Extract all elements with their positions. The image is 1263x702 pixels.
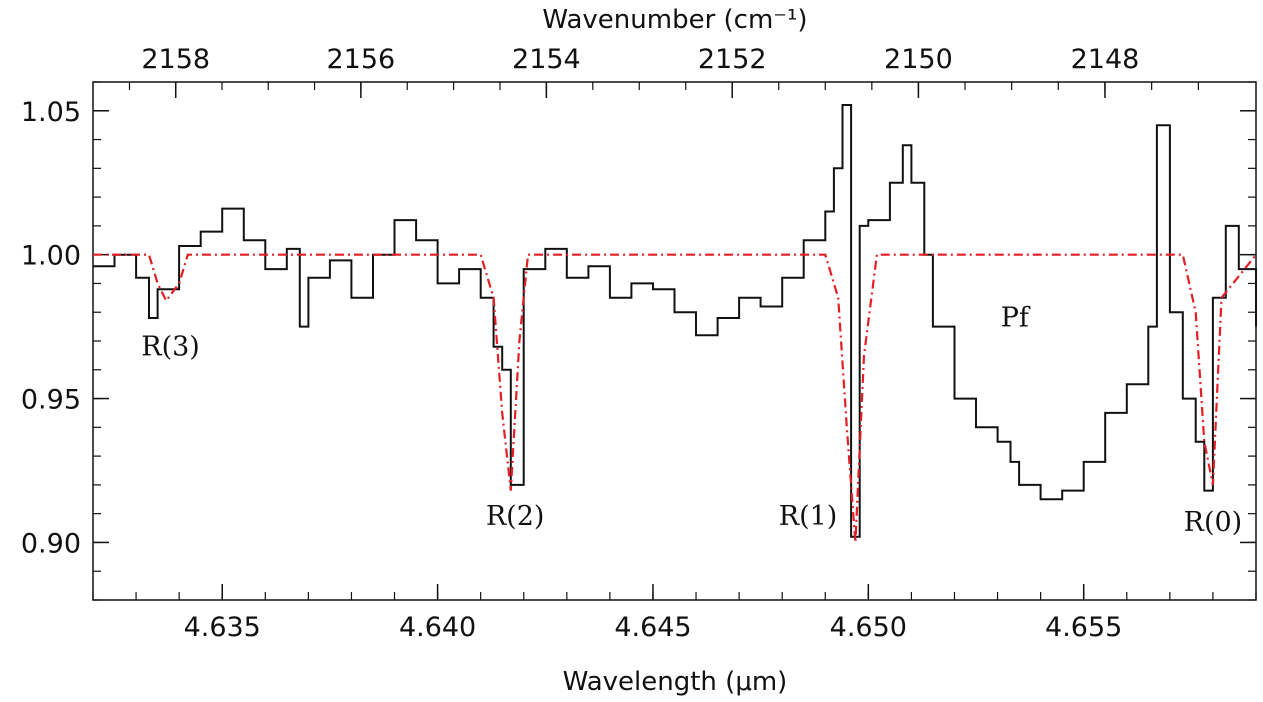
x-tick-label: 4.635 (184, 612, 261, 643)
annotation-group: R(3) R(2) R(1) Pf R(0) (141, 303, 1242, 538)
x-tick-label: 4.645 (614, 612, 691, 643)
model-spectrum-line (93, 253, 1257, 543)
top-tick-label: 2154 (512, 44, 581, 75)
x-tick-label: 4.650 (830, 612, 907, 643)
x-axis-label: Wavelength (μm) (563, 667, 788, 697)
line-annotation: R(1) (779, 501, 838, 532)
top-tick-label: 2150 (884, 44, 953, 75)
top-axis-label: Wavenumber (cm⁻¹) (542, 5, 807, 35)
top-tick-label: 2152 (698, 44, 767, 75)
line-annotation: Pf (1001, 303, 1031, 334)
y-tick-label: 0.90 (21, 528, 81, 559)
line-annotation: R(2) (486, 501, 545, 532)
line-annotation: R(0) (1184, 507, 1243, 538)
x-tick-label: 4.655 (1045, 612, 1122, 643)
line-annotation: R(3) (141, 331, 200, 362)
tick-group: 4.635 4.640 4.645 4.650 4.655 2158 2156 2154 215… (21, 44, 1257, 643)
y-tick-label: 1.05 (21, 97, 81, 128)
y-tick-label: 1.00 (21, 241, 81, 272)
series-group (93, 104, 1257, 543)
plot-frame (92, 81, 1257, 601)
top-tick-label: 2158 (141, 44, 210, 75)
top-tick-label: 2148 (1071, 44, 1140, 75)
y-tick-label: 0.95 (21, 385, 81, 416)
observed-spectrum-line (93, 104, 1257, 538)
x-tick-label: 4.640 (399, 612, 476, 643)
top-tick-label: 2156 (327, 44, 396, 75)
